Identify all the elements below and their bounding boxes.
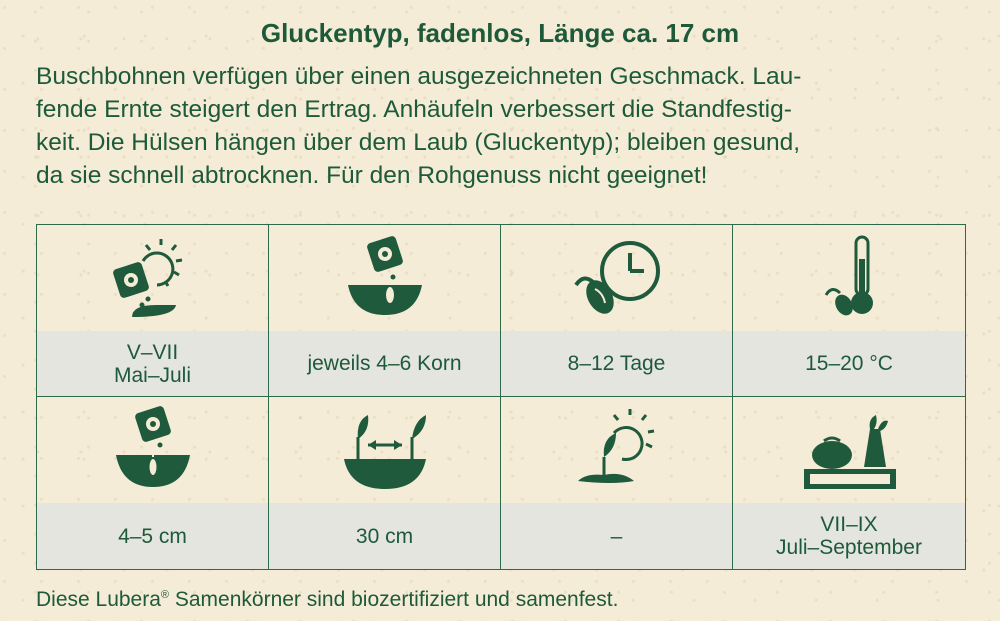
cell-sowing-time: V–VII Mai–Juli [37,225,269,397]
seeds-per-hole-icon [347,236,422,315]
cell-label: 4–5 cm [118,524,187,548]
registered-mark: ® [160,589,170,601]
cell-sublabel: Juli–September [776,536,922,559]
cell-label: jeweils 4–6 Korn [307,352,462,375]
cell-label: 8–12 Tage [567,352,666,375]
cell-seeds-per-hole: jeweils 4–6 Korn [269,225,501,397]
sowing-depth-icon [115,406,190,487]
cell-sowing-depth: 4–5 cm [37,397,269,569]
plant-spacing-icon [343,415,426,489]
sun-location-icon [577,409,654,483]
germination-clock-icon [573,241,660,314]
cell-germination-time: 8–12 Tage [501,225,733,397]
description: Buschbohnen verfügen über einen ausgezei… [36,60,966,192]
cell-label: V–VII [126,340,179,364]
germination-temperature-icon [824,235,873,316]
cell-harvest: VII–IX Juli–September [733,397,965,569]
footer-note: Diese Lubera® Samenkörner sind biozertif… [36,588,618,612]
cell-label: 30 cm [355,524,414,548]
cell-sublabel: Mai–Juli [113,363,192,387]
cell-plant-spacing: 30 cm [269,397,501,569]
footer-text-end: Samenkörner sind biozertifiziert und sam… [169,588,619,611]
footer-text-start: Diese Lubera [36,588,161,611]
cell-label: VII–IX [820,513,878,536]
sowing-time-sun-icon [112,239,182,317]
headline: Gluckentyp, fadenlos, Länge ca. 17 cm [260,18,740,48]
harvest-crate-icon [804,415,896,489]
description-line: da sie schnell abtrocknen. Für den Rohge… [36,162,708,189]
description-line: keit. Die Hülsen hängen über dem Laub (G… [36,129,801,156]
cell-label: 15–20 °C [805,352,893,375]
cell-location: – [501,397,733,569]
description-line: Buschbohnen verfügen über einen ausgezei… [36,63,802,90]
description-line: fende Ernte steigert den Ertrag. Anhäufe… [36,96,792,123]
cell-germination-temperature: 15–20 °C [733,225,965,397]
cell-label: – [610,524,623,548]
cultivation-table: V–VII Mai–Juli jeweils 4–6 Korn [36,224,966,570]
